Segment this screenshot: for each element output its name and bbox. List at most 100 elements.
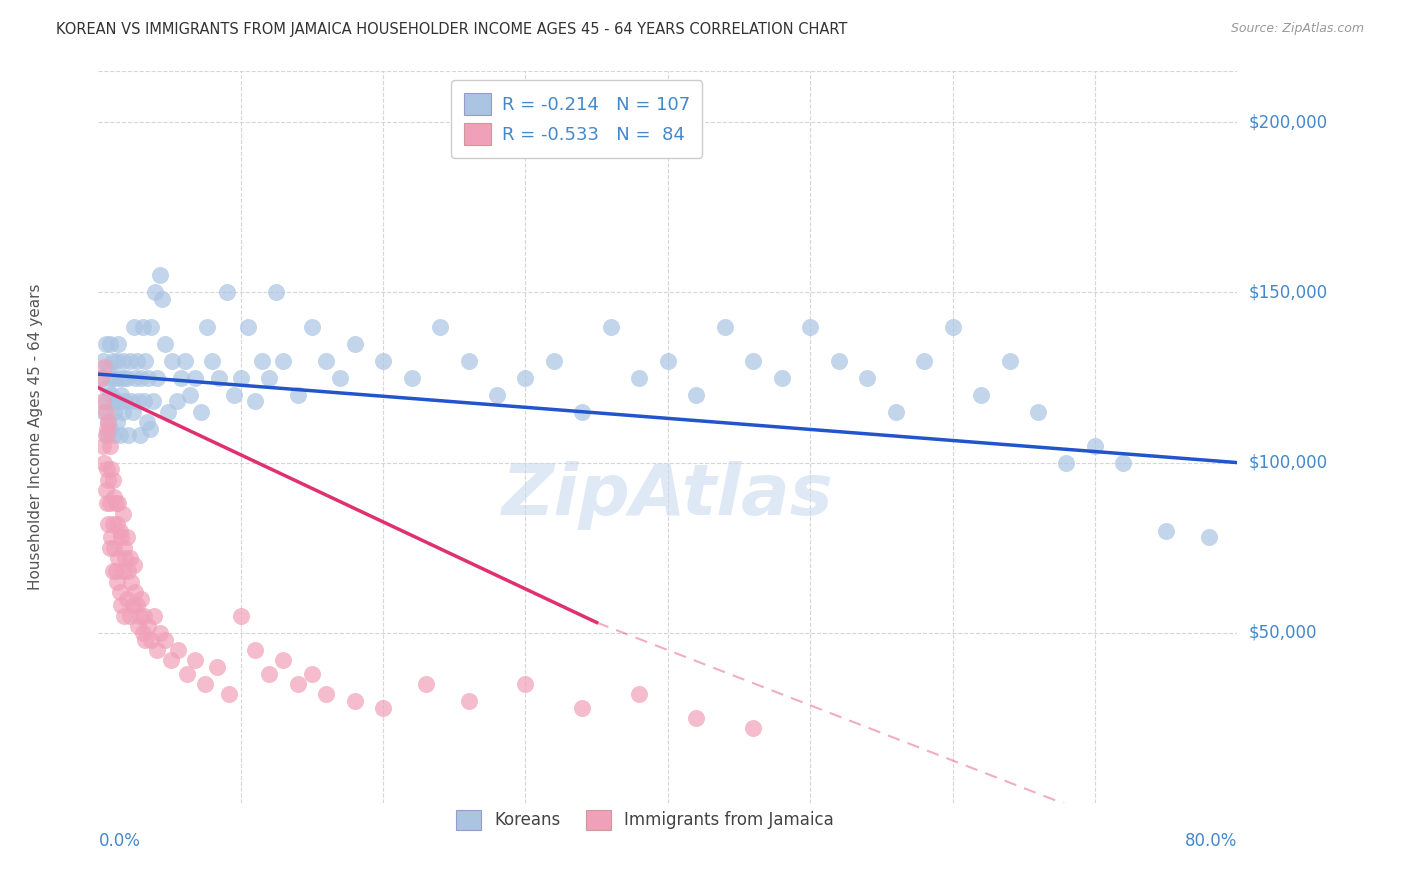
Point — [103, 490, 125, 504]
Point — [170, 370, 193, 384]
Point — [103, 394, 125, 409]
Point — [236, 319, 259, 334]
Point — [94, 483, 117, 497]
Point — [160, 653, 183, 667]
Point — [97, 415, 120, 429]
Point — [101, 565, 124, 579]
Point — [243, 394, 266, 409]
Point — [571, 404, 593, 418]
Point — [94, 394, 117, 409]
Point — [120, 574, 142, 589]
Point — [91, 439, 114, 453]
Point — [115, 370, 138, 384]
Point — [1112, 456, 1135, 470]
Point — [105, 353, 128, 368]
Point — [105, 574, 128, 589]
Point — [94, 428, 117, 442]
Point — [104, 370, 127, 384]
Point — [115, 531, 138, 545]
Point — [108, 370, 131, 384]
Point — [107, 496, 129, 510]
Point — [115, 591, 138, 606]
Point — [107, 336, 129, 351]
Point — [243, 642, 266, 657]
Point — [176, 666, 198, 681]
Point — [287, 677, 309, 691]
Point — [128, 428, 150, 442]
Text: Source: ZipAtlas.com: Source: ZipAtlas.com — [1230, 22, 1364, 36]
Point — [970, 387, 993, 401]
Point — [131, 625, 153, 640]
Point — [105, 415, 128, 429]
Point — [166, 394, 188, 409]
Point — [114, 550, 136, 565]
Point — [104, 496, 127, 510]
Point — [97, 415, 120, 429]
Point — [657, 353, 679, 368]
Point — [742, 353, 765, 368]
Point — [174, 353, 197, 368]
Point — [128, 608, 150, 623]
Point — [139, 319, 162, 334]
Point — [97, 516, 120, 531]
Point — [146, 370, 169, 384]
Point — [201, 353, 224, 368]
Point — [190, 404, 212, 418]
Point — [628, 370, 651, 384]
Point — [100, 462, 122, 476]
Point — [121, 599, 143, 613]
Point — [628, 687, 651, 701]
Legend: Koreans, Immigrants from Jamaica: Koreans, Immigrants from Jamaica — [449, 801, 842, 838]
Point — [1084, 439, 1107, 453]
Point — [98, 336, 121, 351]
Point — [515, 677, 537, 691]
Point — [124, 370, 146, 384]
Point — [229, 370, 252, 384]
Point — [127, 619, 149, 633]
Point — [122, 319, 145, 334]
Point — [107, 550, 129, 565]
Point — [145, 285, 167, 300]
Point — [373, 700, 395, 714]
Point — [135, 415, 157, 429]
Point — [195, 319, 218, 334]
Point — [373, 353, 395, 368]
Point — [315, 353, 337, 368]
Point — [1026, 404, 1049, 418]
Text: $50,000: $50,000 — [1249, 624, 1317, 641]
Point — [96, 421, 118, 435]
Point — [142, 608, 165, 623]
Text: $150,000: $150,000 — [1249, 284, 1327, 301]
Point — [122, 558, 145, 572]
Point — [120, 394, 142, 409]
Point — [125, 599, 148, 613]
Text: 80.0%: 80.0% — [1185, 832, 1237, 850]
Point — [132, 608, 155, 623]
Point — [301, 666, 323, 681]
Point — [157, 404, 180, 418]
Point — [742, 721, 765, 735]
Point — [101, 516, 124, 531]
Point — [155, 632, 177, 647]
Point — [93, 456, 115, 470]
Point — [250, 353, 273, 368]
Point — [149, 268, 172, 283]
Point — [112, 370, 135, 384]
Point — [101, 353, 124, 368]
Point — [118, 608, 141, 623]
Point — [107, 394, 129, 409]
Point — [124, 585, 146, 599]
Point — [146, 642, 169, 657]
Point — [98, 496, 121, 510]
Point — [121, 404, 143, 418]
Point — [111, 565, 134, 579]
Point — [90, 370, 112, 384]
Point — [1056, 456, 1078, 470]
Point — [108, 524, 131, 538]
Point — [105, 516, 128, 531]
Point — [100, 531, 122, 545]
Point — [141, 394, 163, 409]
Point — [139, 632, 162, 647]
Point — [1154, 524, 1177, 538]
Point — [132, 394, 155, 409]
